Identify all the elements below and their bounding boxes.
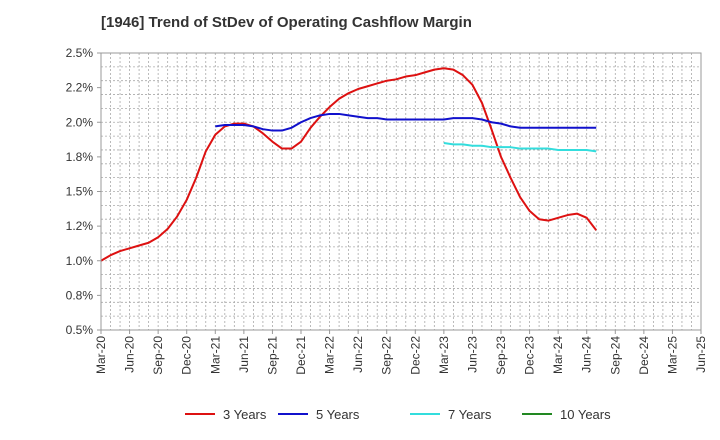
y-tick-label: 0.5%: [66, 323, 94, 337]
legend-label-5-years: 5 Years: [316, 407, 360, 422]
x-tick-label: Dec-20: [180, 336, 194, 375]
chart-title: [1946] Trend of StDev of Operating Cashf…: [101, 14, 472, 31]
series-line-7-years: [443, 142, 597, 153]
gridlines: [101, 53, 701, 330]
x-tick-label: Mar-21: [208, 336, 222, 374]
y-tick-label: 1.8%: [66, 150, 94, 164]
x-tick-label: Jun-23: [465, 336, 479, 373]
series-lines: [100, 67, 598, 262]
x-tick-label: Jun-21: [237, 336, 251, 373]
legend-label-7-years: 7 Years: [448, 407, 492, 422]
y-tick-label: 0.8%: [66, 288, 94, 302]
x-tick-label: Sep-20: [151, 336, 165, 375]
x-tick-label: Jun-24: [580, 336, 594, 373]
x-tick-label: Sep-23: [494, 336, 508, 375]
x-tick-label: Sep-21: [265, 336, 279, 375]
legend-label-3-years: 3 Years: [223, 407, 267, 422]
x-axis-ticks: Mar-20 Jun-20 Sep-20 Dec-20 Mar-21 Jun-21 Sep-…: [94, 330, 708, 375]
x-tick-label: Mar-22: [323, 336, 337, 374]
series-line-3-years: [100, 67, 598, 262]
x-tick-label: Mar-20: [94, 336, 108, 374]
x-tick-label: Dec-21: [294, 336, 308, 375]
x-tick-label: Dec-24: [637, 336, 651, 375]
x-tick-label: Dec-22: [408, 336, 422, 375]
x-tick-label: Mar-23: [437, 336, 451, 374]
x-tick-label: Jun-22: [351, 336, 365, 373]
y-tick-label: 2.2%: [66, 81, 94, 95]
y-tick-label: 2.5%: [66, 46, 94, 60]
x-tick-label: Dec-23: [523, 336, 537, 375]
y-tick-label: 2.0%: [66, 115, 94, 129]
series-line-5-years: [215, 112, 597, 132]
x-tick-label: Mar-24: [551, 336, 565, 374]
y-tick-label: 1.5%: [66, 185, 94, 199]
y-axis-ticks: 0.5% 0.8% 1.0% 1.2% 1.5% 1.8% 2.0% 2.2% 2.5%: [66, 46, 101, 337]
x-tick-label: Jun-20: [123, 336, 137, 373]
legend-label-10-years: 10 Years: [560, 407, 611, 422]
y-tick-label: 1.0%: [66, 254, 94, 268]
x-tick-label: Jun-25: [694, 336, 708, 373]
legend: 3 Years 5 Years 7 Years 10 Years: [185, 407, 611, 422]
x-tick-label: Mar-25: [665, 336, 679, 374]
x-tick-label: Sep-24: [608, 336, 622, 375]
x-tick-label: Sep-22: [380, 336, 394, 375]
y-tick-label: 1.2%: [66, 219, 94, 233]
